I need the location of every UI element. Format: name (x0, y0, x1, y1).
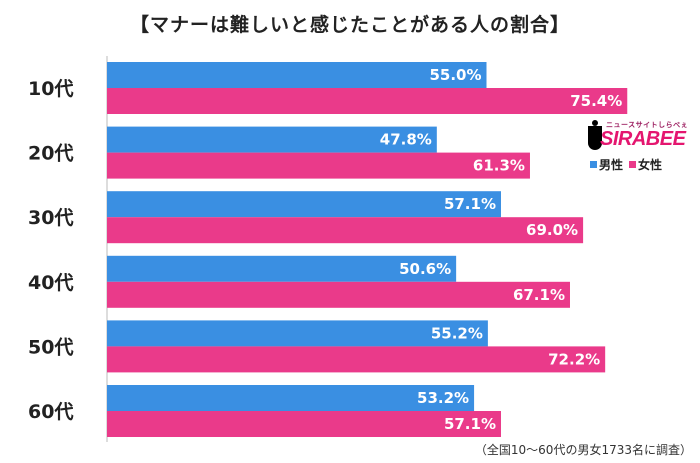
legend-swatch-male (590, 161, 597, 168)
bar-female (107, 346, 606, 373)
data-label: 67.1% (513, 286, 565, 304)
bar-female (107, 281, 570, 308)
data-label: 72.2% (548, 350, 600, 368)
bar-male (107, 255, 457, 282)
category-label: 50代 (28, 336, 73, 358)
data-label: 75.4% (570, 92, 622, 110)
data-label: 61.3% (473, 157, 525, 175)
survey-note: （全国10〜60代の男女1733名に調査） (474, 443, 692, 457)
bar-male (107, 126, 437, 153)
sirabee-logo: ニュースサイトしらべぇ SIRABEE (586, 118, 696, 152)
bar-male (107, 62, 487, 88)
bar-male (107, 385, 475, 411)
chart-title: 【マナーは難しいと感じたことがある人の割合】 (129, 14, 570, 36)
bar-male (107, 191, 501, 218)
data-label: 53.2% (417, 389, 469, 407)
category-label: 20代 (28, 143, 73, 165)
data-label: 57.1% (444, 195, 496, 213)
logo-brand-text: SIRABEE (600, 128, 686, 150)
data-label: 69.0% (526, 221, 578, 239)
sirabee-logo-mark-icon (588, 120, 602, 150)
data-label: 55.0% (429, 66, 481, 84)
chart-legend: 男性 女性 (590, 156, 662, 173)
data-label: 47.8% (380, 131, 432, 149)
legend-label-male: 男性 (599, 158, 624, 172)
legend-label-female: 女性 (638, 158, 663, 172)
category-label: 10代 (28, 78, 73, 100)
bar-female (107, 411, 501, 437)
category-label: 40代 (28, 272, 73, 294)
category-label: 60代 (28, 401, 73, 423)
data-label: 57.1% (444, 415, 496, 433)
data-label: 50.6% (399, 260, 451, 278)
bar-female (107, 152, 530, 179)
legend-item-male: 男性 (590, 156, 623, 173)
bar-male (107, 320, 488, 347)
legend-swatch-female (629, 161, 637, 168)
bar-female (107, 217, 584, 244)
legend-item-female: 女性 (629, 156, 662, 173)
bar-female (107, 88, 628, 114)
logo-small-text: ニュースサイトしらべぇ (606, 121, 689, 129)
category-label: 30代 (28, 207, 73, 229)
data-label: 55.2% (431, 324, 483, 342)
